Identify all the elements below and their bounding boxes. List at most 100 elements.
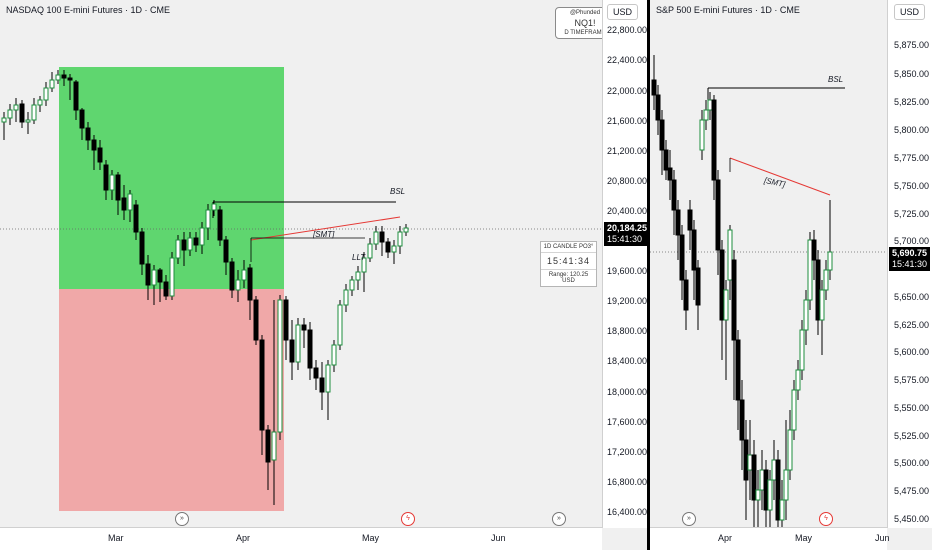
y-tick: 18,800.00 bbox=[607, 326, 647, 336]
candle-body bbox=[127, 193, 133, 211]
x-tick: Mar bbox=[108, 533, 124, 543]
candle-body bbox=[67, 77, 73, 81]
candle-body bbox=[253, 299, 259, 341]
y-tick: 5,525.00 bbox=[894, 431, 930, 441]
candle-body bbox=[175, 239, 181, 259]
candle-body bbox=[671, 179, 677, 211]
discount-zone bbox=[59, 289, 284, 511]
candle-body bbox=[795, 369, 801, 391]
nq-last-price-tag: 20,184.25 15:41:30 bbox=[604, 222, 647, 246]
candle-body bbox=[217, 209, 223, 241]
candle-body bbox=[277, 299, 283, 433]
es-time-axis[interactable]: Apr May Jun bbox=[650, 527, 890, 550]
x-tick: May bbox=[362, 533, 380, 543]
candle-info-box: 1D CANDLE PO3° 15:41:34 Range: 120.25 US… bbox=[540, 241, 597, 287]
candle-body bbox=[707, 99, 713, 111]
y-tick: 20,800.00 bbox=[607, 176, 647, 186]
y-tick: 5,850.00 bbox=[894, 69, 930, 79]
candle-body bbox=[289, 339, 295, 363]
candle-body bbox=[655, 94, 661, 121]
bsl-label: BSL bbox=[828, 75, 844, 84]
y-tick: 21,200.00 bbox=[607, 146, 647, 156]
nq-chart-pane[interactable]: NASDAQ 100 E-mini Futures · 1D · CME @Ph… bbox=[0, 0, 647, 550]
candle-body bbox=[699, 119, 705, 151]
candle-body bbox=[301, 324, 307, 331]
candle-body bbox=[819, 289, 825, 321]
candle-body bbox=[37, 99, 43, 106]
candle-body bbox=[683, 279, 689, 311]
candle-body bbox=[743, 439, 749, 481]
nq-price-chart[interactable] bbox=[0, 0, 647, 550]
flash-circle-icon[interactable]: ϟ bbox=[819, 512, 833, 526]
es-last-price: 5,690.75 bbox=[892, 248, 928, 258]
candle-body bbox=[31, 104, 37, 121]
candle-body bbox=[759, 469, 765, 491]
candle-body bbox=[25, 119, 31, 123]
candle-body bbox=[783, 469, 789, 501]
candle-body bbox=[679, 234, 685, 281]
candle-body bbox=[367, 243, 373, 259]
arrow-circle-icon[interactable]: » bbox=[175, 512, 189, 526]
nq-time-axis[interactable]: Mar Apr May Jun bbox=[0, 527, 602, 550]
arrow-circle-icon[interactable]: » bbox=[682, 512, 696, 526]
candle-body bbox=[211, 203, 217, 211]
candle-body bbox=[791, 389, 797, 431]
candle-body bbox=[675, 209, 681, 236]
es-price-axis[interactable]: USD 5,875.00 5,850.00 5,825.00 5,800.00 … bbox=[887, 0, 932, 528]
candle-body bbox=[735, 339, 741, 401]
x-tick: Apr bbox=[236, 533, 251, 543]
candle-body bbox=[355, 271, 361, 281]
candle-body bbox=[91, 139, 97, 151]
candle-body bbox=[1, 117, 7, 123]
nq-countdown: 15:41:30 bbox=[607, 234, 643, 244]
es-last-price-tag: 5,690.75 15:41:30 bbox=[889, 247, 931, 271]
candle-body bbox=[139, 231, 145, 265]
es-price-chart[interactable] bbox=[650, 0, 932, 550]
es-currency-button[interactable]: USD bbox=[894, 4, 926, 20]
y-tick: 5,725.00 bbox=[894, 209, 930, 219]
nq-price-axis[interactable]: USD 22,800.00 22,400.00 22,000.00 21,600… bbox=[602, 0, 647, 528]
candle-body bbox=[199, 227, 205, 246]
candle-body bbox=[747, 454, 753, 471]
candle-body bbox=[695, 267, 701, 306]
candle-body bbox=[295, 324, 301, 363]
flash-circle-icon[interactable]: ϟ bbox=[401, 512, 415, 526]
bsl-label: BSL bbox=[390, 187, 406, 196]
candle-body bbox=[691, 229, 697, 271]
watermark-timeframe: D TIMEFRAME bbox=[564, 30, 606, 36]
candle-body bbox=[43, 87, 49, 101]
es-chart-pane[interactable]: S&P 500 E-mini Futures · 1D · CME BSL [S… bbox=[650, 0, 932, 550]
arrow-circle-icon[interactable]: » bbox=[552, 512, 566, 526]
candle-body bbox=[663, 149, 669, 171]
candle-body bbox=[181, 239, 187, 251]
nq-currency-button[interactable]: USD bbox=[607, 4, 639, 20]
candle-body bbox=[169, 257, 175, 297]
y-tick: 22,800.00 bbox=[607, 25, 647, 35]
candle-body bbox=[397, 231, 403, 247]
candle-body bbox=[711, 99, 717, 181]
candle-body bbox=[723, 289, 729, 321]
candle-body bbox=[719, 249, 725, 321]
es-chart-title: S&P 500 E-mini Futures · 1D · CME bbox=[656, 5, 800, 15]
x-tick: Apr bbox=[718, 533, 733, 543]
candle-body bbox=[13, 104, 19, 111]
candle-body bbox=[403, 227, 409, 233]
candle-body bbox=[731, 259, 737, 341]
candle-body bbox=[751, 454, 757, 501]
y-tick: 22,000.00 bbox=[607, 86, 647, 96]
candle-body bbox=[7, 109, 13, 119]
candle-body bbox=[307, 329, 313, 369]
candle-body bbox=[133, 204, 139, 233]
y-tick: 5,600.00 bbox=[894, 347, 930, 357]
smt-line bbox=[729, 157, 831, 196]
watermark-symbol: NQ1! bbox=[574, 18, 596, 28]
y-tick: 18,000.00 bbox=[607, 387, 647, 397]
candle-body bbox=[667, 167, 673, 181]
candle-body bbox=[79, 109, 85, 129]
pane-divider[interactable] bbox=[647, 0, 650, 550]
y-tick: 18,400.00 bbox=[607, 356, 647, 366]
smt-label: [SMT] bbox=[313, 230, 335, 239]
candle-body bbox=[229, 261, 235, 291]
y-tick: 16,400.00 bbox=[607, 507, 647, 517]
candle-body bbox=[739, 399, 745, 441]
